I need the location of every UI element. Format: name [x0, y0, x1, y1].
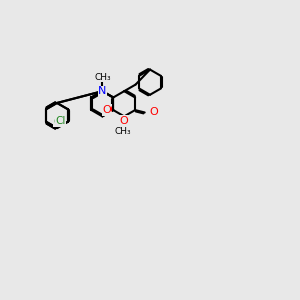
Text: Cl: Cl	[54, 117, 64, 127]
Text: N: N	[98, 86, 106, 96]
Text: O: O	[103, 105, 112, 115]
Text: CH₃: CH₃	[94, 73, 111, 82]
Text: Cl: Cl	[55, 116, 65, 126]
Text: O: O	[120, 116, 129, 126]
Text: CH₃: CH₃	[114, 127, 131, 136]
Text: N: N	[98, 86, 106, 96]
Text: O: O	[102, 105, 111, 115]
Text: O: O	[149, 107, 158, 118]
